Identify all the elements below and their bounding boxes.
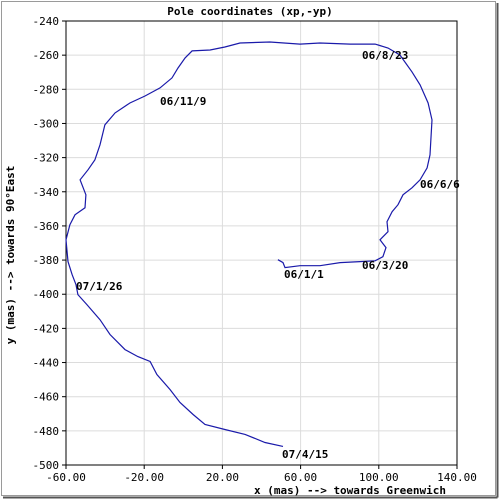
- y-axis-label: y (mas) --> towards 90°East: [4, 166, 17, 345]
- x-tick-label: -20.00: [124, 471, 164, 484]
- y-tick-label: -280: [33, 83, 60, 96]
- y-tick-label: -300: [33, 117, 60, 130]
- x-tick-label: 140.00: [437, 471, 477, 484]
- y-tick-label: -240: [33, 15, 60, 28]
- annotation: 06/8/23: [362, 49, 408, 62]
- y-tick-label: -460: [33, 391, 60, 404]
- annotation: 07/4/15: [282, 448, 328, 461]
- y-tick-label: -360: [33, 220, 60, 233]
- annotation: 06/6/6: [420, 178, 460, 191]
- annotation: 07/1/26: [76, 280, 123, 293]
- annotation: 06/11/9: [160, 95, 206, 108]
- y-tick-label: -440: [33, 357, 60, 370]
- y-tick-label: -340: [33, 186, 60, 199]
- y-tick-label: -380: [33, 254, 60, 267]
- x-tick-label: 60.00: [284, 471, 317, 484]
- x-tick-label: -60.00: [46, 471, 86, 484]
- chart-title: Pole coordinates (xp,-yp): [167, 5, 333, 18]
- y-tick-label: -260: [33, 49, 60, 62]
- annotation: 06/1/1: [284, 268, 324, 281]
- x-tick-label: 20.00: [206, 471, 239, 484]
- y-tick-label: -320: [33, 152, 60, 165]
- y-tick-label: -480: [33, 425, 60, 438]
- y-tick-label: -420: [33, 322, 60, 335]
- x-tick-label: 100.00: [359, 471, 399, 484]
- annotation: 06/3/20: [362, 259, 408, 272]
- y-tick-label: -400: [33, 288, 60, 301]
- plot-area: [66, 21, 457, 465]
- line: [65, 41, 433, 447]
- y-tick-label: -500: [33, 459, 60, 472]
- x-axis-label: x (mas) --> towards Greenwich: [254, 484, 446, 497]
